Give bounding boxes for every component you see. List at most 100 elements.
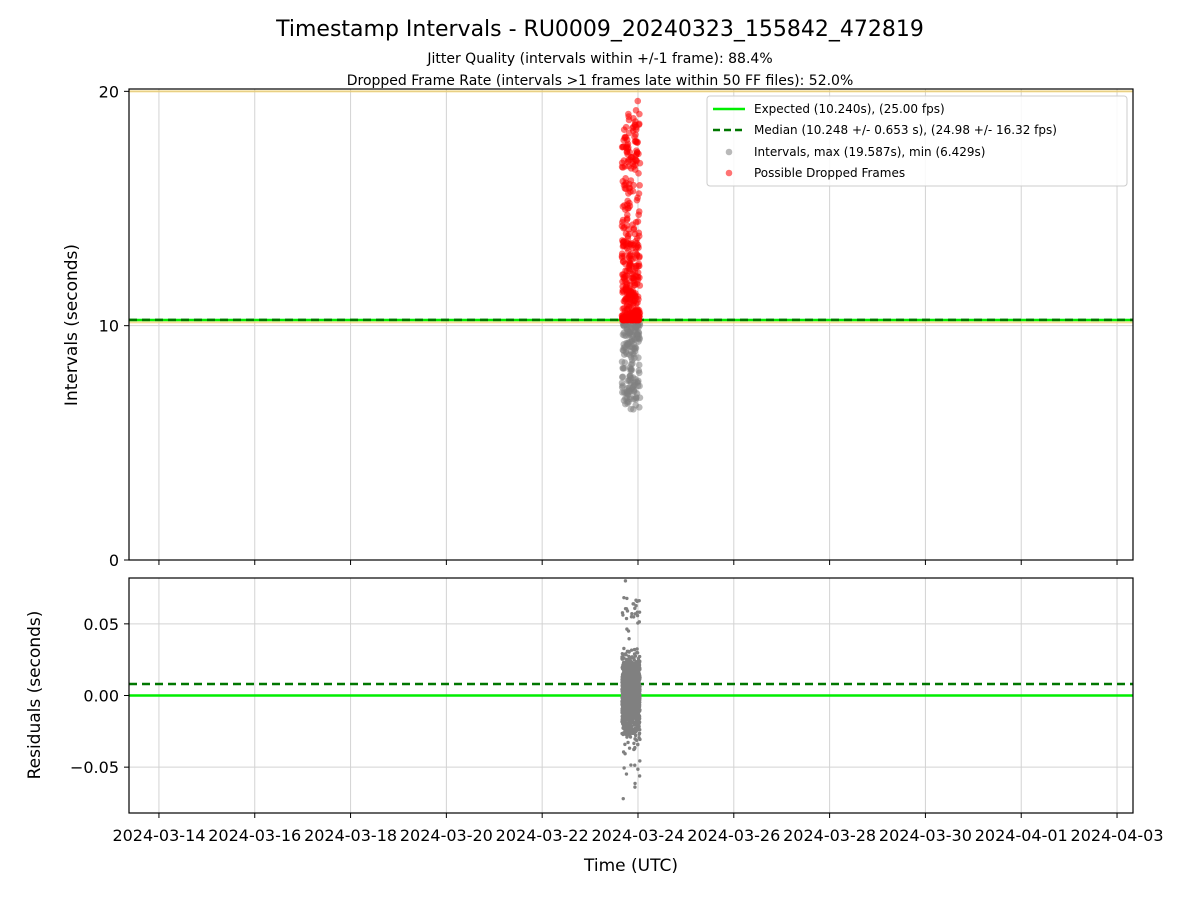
residuals-points xyxy=(620,579,642,801)
residual-point xyxy=(629,678,633,683)
residual-point xyxy=(623,709,628,713)
residual-point xyxy=(630,691,635,695)
interval-point xyxy=(626,387,633,395)
residual-point xyxy=(628,690,632,694)
residual-point xyxy=(635,709,639,714)
residuals-y-ticks: 0.05 0.00 −0.05 xyxy=(70,615,129,777)
residual-point xyxy=(622,595,626,600)
residual-point xyxy=(629,648,634,652)
intervals-y-axis-label: Intervals (seconds) xyxy=(62,244,82,406)
dropped-frame-point xyxy=(635,306,643,314)
residual-point xyxy=(632,741,636,746)
residual-point xyxy=(623,652,628,656)
interval-point xyxy=(634,382,642,390)
interval-point xyxy=(624,328,632,336)
residual-point xyxy=(632,674,636,678)
residual-point xyxy=(624,772,629,776)
residual-point xyxy=(629,668,633,673)
y-tick-label-bottom: −0.05 xyxy=(70,758,119,777)
dropped-frame-point xyxy=(636,262,643,270)
residual-point xyxy=(630,660,634,665)
dropped-frame-point xyxy=(625,110,632,118)
interval-point xyxy=(618,379,626,387)
residual-point xyxy=(623,727,627,732)
residual-point xyxy=(633,781,637,786)
dropped-frame-point xyxy=(623,295,631,302)
interval-point xyxy=(618,358,626,366)
dropped-frame-point xyxy=(632,157,640,164)
residual-point xyxy=(633,728,637,732)
residual-point xyxy=(628,698,632,702)
dropped-frame-point xyxy=(626,184,634,192)
x-tick-label: 2024-03-22 xyxy=(496,826,589,845)
dropped-frame-point xyxy=(622,278,630,286)
dropped-frame-point xyxy=(622,316,629,324)
residual-point xyxy=(627,701,631,706)
dropped-frame-point xyxy=(618,163,626,171)
legend-expected-label: Expected (10.240s), (25.00 fps) xyxy=(754,102,945,116)
dropped-frame-point xyxy=(620,224,627,232)
dropped-frame-point xyxy=(636,181,643,189)
residual-point xyxy=(636,767,640,771)
residual-point xyxy=(620,611,625,615)
residual-point xyxy=(631,708,635,712)
residual-point xyxy=(635,664,640,668)
residual-point xyxy=(630,663,634,668)
residual-point xyxy=(638,708,642,712)
legend-median-label: Median (10.248 +/- 0.653 s), (24.98 +/- … xyxy=(754,123,1057,137)
residual-point xyxy=(635,613,640,618)
interval-point xyxy=(620,341,628,348)
interval-point xyxy=(627,405,635,413)
x-tick-label: 2024-03-18 xyxy=(304,826,397,845)
x-axis-label: Time (UTC) xyxy=(583,856,678,876)
legend: Expected (10.240s), (25.00 fps) Median (… xyxy=(706,95,1128,187)
residual-point xyxy=(634,688,639,693)
dropped-frame-point xyxy=(621,252,628,260)
residual-point xyxy=(633,681,638,685)
dropped-frame-point xyxy=(635,211,642,219)
dropped-frame-point xyxy=(619,305,627,313)
residual-point xyxy=(629,717,633,721)
residual-point xyxy=(632,652,637,656)
interval-point xyxy=(632,401,639,409)
residuals-panel: 0.050.00−0.05 2024-03-14 2024-03-16 2024-0… xyxy=(25,577,1164,876)
residual-point xyxy=(635,667,640,671)
residual-point xyxy=(630,695,634,699)
residual-point xyxy=(624,721,628,725)
y-tick-label-top: 0 xyxy=(109,551,119,570)
residual-point xyxy=(623,730,627,734)
dropped-frame-point xyxy=(634,97,642,105)
intervals-y-ticks: 0 10 20 xyxy=(99,82,129,570)
dropped-frame-point xyxy=(622,123,630,131)
residual-point xyxy=(637,700,641,705)
intervals-plot-frame xyxy=(128,88,1134,561)
residual-point xyxy=(625,665,630,670)
residual-point xyxy=(621,676,625,680)
residual-point xyxy=(633,737,637,741)
residual-point xyxy=(622,715,626,720)
residual-point xyxy=(621,750,626,754)
intervals-panel: 0 10 20 Intervals (seconds) Expected (10.2… xyxy=(62,82,1134,570)
residual-point xyxy=(633,785,637,789)
residual-point xyxy=(638,728,642,732)
residual-point xyxy=(627,719,632,724)
dropped-frame-point xyxy=(626,262,633,270)
residual-point xyxy=(631,731,635,736)
residual-point xyxy=(621,682,625,686)
residual-point xyxy=(635,697,639,701)
residual-point xyxy=(624,616,629,621)
residual-point xyxy=(630,612,634,616)
residual-point xyxy=(621,705,625,710)
residual-point xyxy=(636,656,641,661)
dropped-frame-point xyxy=(619,178,627,185)
residual-point xyxy=(637,670,641,674)
chart-subtitle-jitter: Jitter Quality (intervals within +/-1 fr… xyxy=(426,51,772,67)
x-tick-label: 2024-04-01 xyxy=(975,826,1068,845)
residual-point xyxy=(627,650,631,654)
dropped-frame-point xyxy=(635,170,642,177)
dropped-frame-point xyxy=(631,279,639,287)
dropped-frame-point xyxy=(623,215,631,222)
residual-point xyxy=(631,702,635,707)
dropped-frame-point xyxy=(633,139,641,146)
residual-point xyxy=(627,707,632,712)
